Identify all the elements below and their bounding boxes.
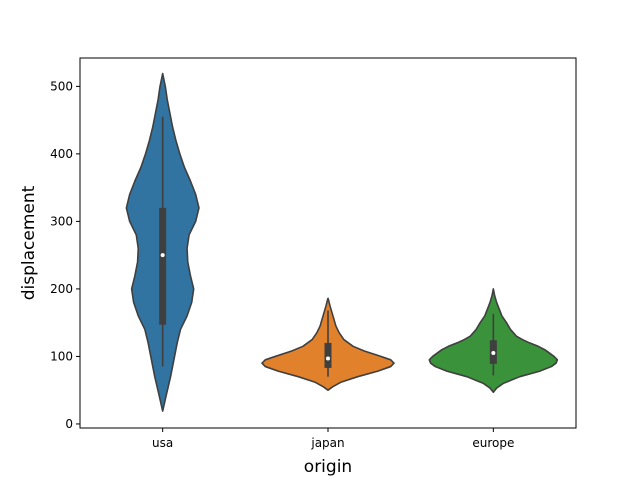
x-axis-title: origin xyxy=(304,457,352,477)
plot-area xyxy=(125,72,559,412)
y-axis-title: displacement xyxy=(19,185,39,300)
violin-usa xyxy=(125,72,200,412)
x-tick-label: europe xyxy=(472,436,514,450)
y-axis: 0 100 200 300 400 500 xyxy=(50,79,80,431)
y-tick-label: 200 xyxy=(50,282,73,296)
x-tick-label: japan xyxy=(310,436,344,450)
violin-europe xyxy=(428,288,559,394)
y-tick-label: 300 xyxy=(50,214,73,228)
y-tick-label: 400 xyxy=(50,147,73,161)
violin-japan xyxy=(261,297,395,391)
y-tick-label: 100 xyxy=(50,349,73,363)
iqr-box xyxy=(324,342,332,368)
x-tick-label: usa xyxy=(152,436,173,450)
iqr-box xyxy=(159,207,167,325)
y-tick-label: 0 xyxy=(65,417,73,431)
median-point xyxy=(160,253,165,258)
median-point xyxy=(326,356,330,361)
median-point xyxy=(491,351,496,356)
x-axis: usa japan europe xyxy=(152,428,514,450)
y-tick-label: 500 xyxy=(50,79,73,93)
